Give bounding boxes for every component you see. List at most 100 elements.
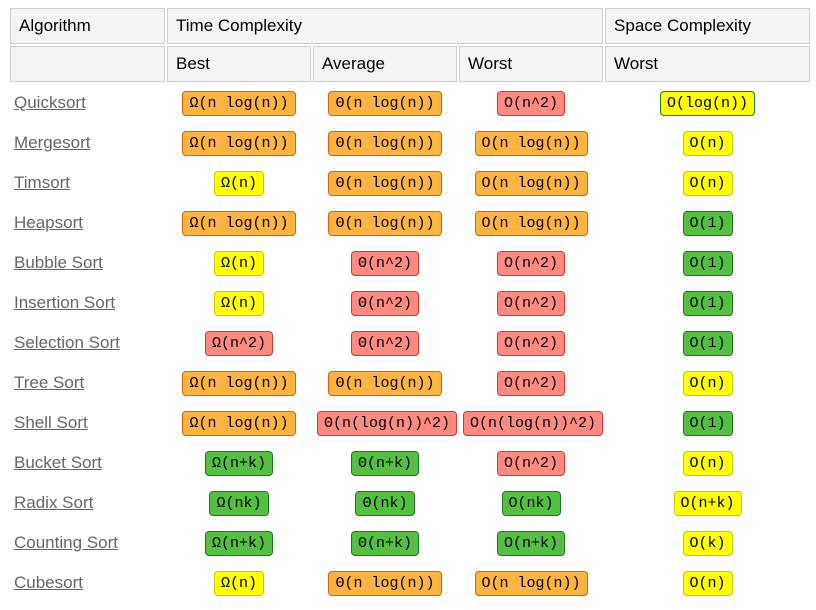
complexity-pill: Θ(n log(n)) <box>328 211 441 236</box>
worst-cell: O(n log(n)) <box>459 564 603 602</box>
complexity-pill: Ω(n) <box>214 251 264 276</box>
complexity-pill: Ω(n) <box>214 171 264 196</box>
algorithm-link[interactable]: Bubble Sort <box>14 253 103 272</box>
space-cell: O(k) <box>605 524 810 562</box>
worst-cell: O(nk) <box>459 484 603 522</box>
space-cell: O(n) <box>605 124 810 162</box>
header-space-worst: Worst <box>605 46 810 82</box>
space-cell: O(1) <box>605 284 810 322</box>
complexity-pill: Θ(n^2) <box>351 291 419 316</box>
algorithm-cell: Counting Sort <box>10 524 165 562</box>
complexity-pill: Θ(n^2) <box>351 331 419 356</box>
algorithm-cell: Quicksort <box>10 84 165 122</box>
complexity-pill: O(n) <box>683 131 733 156</box>
algorithm-link[interactable]: Tree Sort <box>14 373 84 392</box>
complexity-pill: O(n^2) <box>497 451 565 476</box>
table-row: Selection Sort Ω(n^2) Θ(n^2) O(n^2) O(1) <box>10 324 810 362</box>
best-cell: Ω(n) <box>167 244 311 282</box>
complexity-pill: Ω(n log(n)) <box>182 131 295 156</box>
algorithm-link[interactable]: Selection Sort <box>14 333 120 352</box>
table-row: Shell Sort Ω(n log(n))Θ(n(log(n))^2)O(n(l… <box>10 404 810 442</box>
space-cell: O(log(n)) <box>605 84 810 122</box>
avg-cell: Θ(n log(n)) <box>313 164 457 202</box>
avg-cell: Θ(n log(n)) <box>313 84 457 122</box>
complexity-pill: O(n) <box>683 371 733 396</box>
algorithm-link[interactable]: Quicksort <box>14 93 86 112</box>
header-best: Best <box>167 46 311 82</box>
complexity-pill: O(nk) <box>502 491 561 516</box>
avg-cell: Θ(nk) <box>313 484 457 522</box>
worst-cell: O(n^2) <box>459 364 603 402</box>
table-row: Heapsort Ω(n log(n)) Θ(n log(n)) O(n log(n)… <box>10 204 810 242</box>
header-row-2: Best Average Worst Worst <box>10 46 810 82</box>
header-time: Time Complexity <box>167 8 603 44</box>
algorithm-link[interactable]: Shell Sort <box>14 413 88 432</box>
space-cell: O(n) <box>605 364 810 402</box>
space-cell: O(1) <box>605 324 810 362</box>
algorithm-link[interactable]: Heapsort <box>14 213 83 232</box>
avg-cell: Θ(n^2) <box>313 324 457 362</box>
algorithm-cell: Mergesort <box>10 124 165 162</box>
complexity-table: Algorithm Time Complexity Space Complexi… <box>8 6 812 604</box>
complexity-pill: O(n^2) <box>497 331 565 356</box>
complexity-pill: Θ(n log(n)) <box>328 171 441 196</box>
algorithm-link[interactable]: Cubesort <box>14 573 83 592</box>
complexity-pill: Θ(n(log(n))^2) <box>317 411 457 436</box>
algorithm-cell: Radix Sort <box>10 484 165 522</box>
algorithm-cell: Shell Sort <box>10 404 165 442</box>
worst-cell: O(n^2) <box>459 444 603 482</box>
complexity-pill: O(1) <box>683 251 733 276</box>
complexity-pill: Ω(n^2) <box>205 331 273 356</box>
table-row: Tree SortΩ(n log(n))Θ(n log(n))O(n^2)O(n… <box>10 364 810 402</box>
complexity-pill: O(1) <box>683 211 733 236</box>
complexity-pill: O(1) <box>683 291 733 316</box>
algorithm-link[interactable]: Mergesort <box>14 133 91 152</box>
space-cell: O(1) <box>605 404 810 442</box>
best-cell: Ω(n^2) <box>167 324 311 362</box>
complexity-pill: O(n^2) <box>497 251 565 276</box>
header-blank <box>10 46 165 82</box>
worst-cell: O(n(log(n))^2) <box>459 404 603 442</box>
complexity-pill: Θ(n log(n)) <box>328 91 441 116</box>
avg-cell: Θ(n+k) <box>313 524 457 562</box>
algorithm-link[interactable]: Counting Sort <box>14 533 118 552</box>
best-cell: Ω(n+k) <box>167 444 311 482</box>
complexity-table-container: { "headers": { "algorithm": "Algorithm",… <box>0 0 816 610</box>
complexity-pill: Ω(n+k) <box>205 451 273 476</box>
complexity-pill: O(n(log(n))^2) <box>463 411 603 436</box>
algorithm-link[interactable]: Insertion Sort <box>14 293 115 312</box>
header-algorithm: Algorithm <box>10 8 165 44</box>
worst-cell: O(n^2) <box>459 84 603 122</box>
algorithm-cell: Selection Sort <box>10 324 165 362</box>
table-row: CubesortΩ(n)Θ(n log(n))O(n log(n))O(n) <box>10 564 810 602</box>
algorithm-link[interactable]: Timsort <box>14 173 70 192</box>
space-cell: O(n+k) <box>605 484 810 522</box>
algorithm-cell: Timsort <box>10 164 165 202</box>
complexity-pill: Ω(n log(n)) <box>182 211 295 236</box>
best-cell: Ω(n log(n)) <box>167 124 311 162</box>
worst-cell: O(n^2) <box>459 244 603 282</box>
algorithm-cell: Tree Sort <box>10 364 165 402</box>
complexity-pill: Θ(n+k) <box>351 451 419 476</box>
table-row: MergesortΩ(n log(n))Θ(n log(n))O(n log(n… <box>10 124 810 162</box>
best-cell: Ω(n) <box>167 164 311 202</box>
algorithm-link[interactable]: Radix Sort <box>14 493 93 512</box>
algorithm-link[interactable]: Bucket Sort <box>14 453 102 472</box>
space-cell: O(n) <box>605 164 810 202</box>
best-cell: Ω(n log(n)) <box>167 404 311 442</box>
complexity-pill: O(n^2) <box>497 371 565 396</box>
best-cell: Ω(n log(n)) <box>167 204 311 242</box>
complexity-pill: O(n) <box>683 571 733 596</box>
table-body: Quicksort Ω(n log(n)) Θ(n log(n)) O(n^2) O(l… <box>10 84 810 602</box>
header-average: Average <box>313 46 457 82</box>
avg-cell: Θ(n log(n)) <box>313 564 457 602</box>
complexity-pill: O(n^2) <box>497 91 565 116</box>
complexity-pill: O(n) <box>683 451 733 476</box>
worst-cell: O(n log(n)) <box>459 204 603 242</box>
avg-cell: Θ(n^2) <box>313 244 457 282</box>
worst-cell: O(n log(n)) <box>459 124 603 162</box>
complexity-pill: O(n log(n)) <box>475 211 588 236</box>
space-cell: O(1) <box>605 204 810 242</box>
algorithm-cell: Bubble Sort <box>10 244 165 282</box>
complexity-pill: Θ(n log(n)) <box>328 571 441 596</box>
